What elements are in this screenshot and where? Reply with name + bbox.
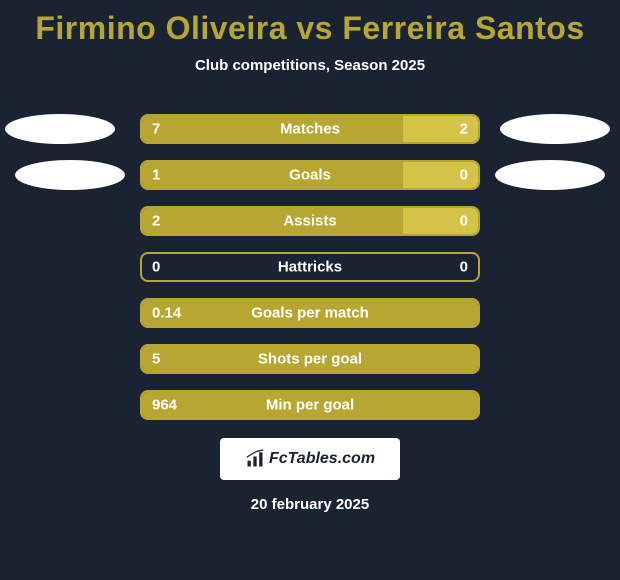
stat-row: 5 Shots per goal <box>0 344 620 374</box>
stat-label: Hattricks <box>278 259 342 276</box>
stat-label: Assists <box>283 213 336 230</box>
player-photo-placeholder <box>500 114 610 144</box>
bar-left-fill <box>142 162 403 188</box>
stat-label: Min per goal <box>266 397 354 414</box>
player-photo-placeholder <box>15 160 125 190</box>
value-left: 2 <box>152 213 160 230</box>
logo-text: FcTables.com <box>269 450 375 468</box>
bar-track: 0 0 Hattricks <box>140 252 480 282</box>
player-photo-placeholder <box>495 160 605 190</box>
date-label: 20 february 2025 <box>0 496 620 513</box>
value-right: 0 <box>460 259 468 276</box>
stat-label: Shots per goal <box>258 351 362 368</box>
bar-track: 1 0 Goals <box>140 160 480 190</box>
page-title: Firmino Oliveira vs Ferreira Santos <box>0 0 620 47</box>
stat-row: 964 Min per goal <box>0 390 620 420</box>
value-right: 0 <box>460 167 468 184</box>
bar-track: 5 Shots per goal <box>140 344 480 374</box>
player-photo-placeholder <box>5 114 115 144</box>
value-left: 964 <box>152 397 177 414</box>
value-left: 0.14 <box>152 305 181 322</box>
bar-track: 964 Min per goal <box>140 390 480 420</box>
stat-label: Matches <box>280 121 340 138</box>
stat-row: 0 0 Hattricks <box>0 252 620 282</box>
bar-track: 7 2 Matches <box>140 114 480 144</box>
stat-label: Goals <box>289 167 331 184</box>
chart-icon <box>245 449 265 469</box>
stat-row: 0.14 Goals per match <box>0 298 620 328</box>
bar-track: 0.14 Goals per match <box>140 298 480 328</box>
value-left: 0 <box>152 259 160 276</box>
value-left: 1 <box>152 167 160 184</box>
value-left: 5 <box>152 351 160 368</box>
logo: FcTables.com <box>245 449 375 469</box>
value-right: 2 <box>460 121 468 138</box>
bar-left-fill <box>142 116 403 142</box>
logo-box: FcTables.com <box>220 438 400 480</box>
stat-row: 2 0 Assists <box>0 206 620 236</box>
subtitle: Club competitions, Season 2025 <box>0 57 620 74</box>
comparison-chart: 7 2 Matches 1 0 Goals 2 0 Assists 0 0 Hattricks 0.14… <box>0 114 620 420</box>
stat-label: Goals per match <box>251 305 369 322</box>
value-right: 0 <box>460 213 468 230</box>
bar-track: 2 0 Assists <box>140 206 480 236</box>
bar-left-fill <box>142 208 403 234</box>
value-left: 7 <box>152 121 160 138</box>
